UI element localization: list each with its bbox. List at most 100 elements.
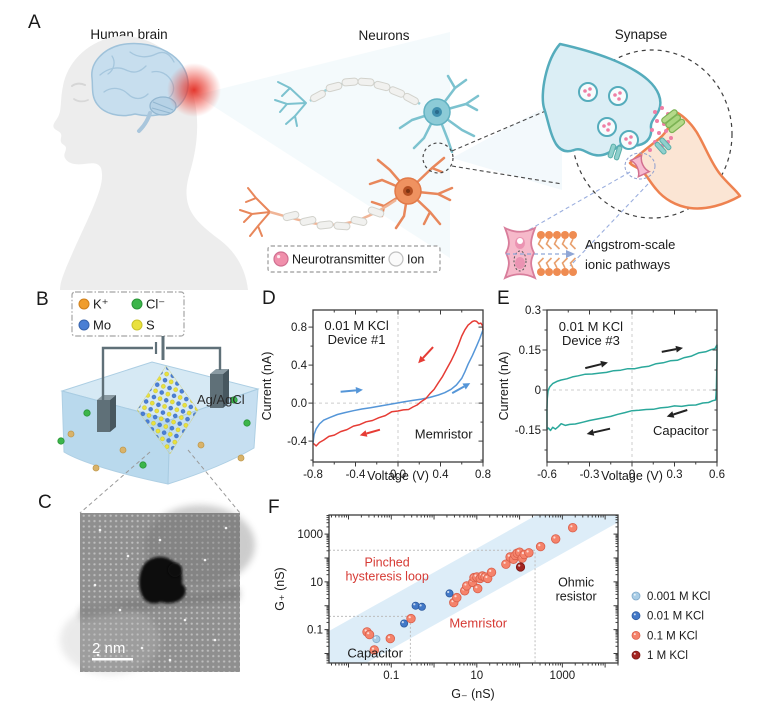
- title-neurons: Neurons: [358, 28, 409, 43]
- synapse-illustration: [526, 42, 742, 267]
- x-tick-label: 0.8: [475, 469, 491, 481]
- axis-ticks: [308, 310, 484, 467]
- receptor-channel-green: [661, 109, 686, 134]
- blue-axon-myelin: [310, 77, 419, 106]
- orange-axon-myelin: [282, 206, 385, 231]
- zoom-connector-lines: [451, 103, 563, 185]
- legend-label: 0.001 M KCl: [647, 591, 710, 603]
- x-axis-label: Voltage (V): [601, 469, 663, 483]
- axis-ticks: [542, 309, 718, 467]
- human-head-illustration: [53, 35, 249, 291]
- panelB-legend: K⁺ Cl⁻ Mo S: [71, 291, 185, 337]
- device-schematic: Ag/AgCl: [57, 336, 260, 514]
- annotation-line1: Angstrom-scale: [585, 237, 675, 252]
- mo-atom-dot: [78, 319, 90, 331]
- chart-annotation: Capacitor: [653, 423, 709, 438]
- liquid-cell-right: [167, 388, 259, 485]
- scale-bar: [92, 658, 133, 661]
- series-cv-loop: [546, 344, 718, 432]
- y-axis-label: Current (nA): [260, 352, 274, 421]
- pathway-arrow-head: [566, 250, 575, 258]
- x-tick-label: -0.6: [537, 469, 557, 481]
- x-tick-label: 1000: [550, 670, 576, 682]
- legend-label: 1 M KCl: [647, 650, 688, 662]
- electrode-label: Ag/AgCl: [197, 392, 245, 407]
- panel-label-a: A: [28, 12, 41, 33]
- closed-eye: [73, 98, 89, 103]
- x-tick-label: -0.8: [303, 469, 323, 481]
- x-tick-label: 0.1: [383, 670, 399, 682]
- nanopore-lobe: [168, 563, 182, 577]
- ion-channel-teal-1: [607, 143, 623, 161]
- chart-annotation: Device #3: [562, 333, 620, 348]
- capacitor-iv-chart: -0.6 -0.3 0 0.3 0.6 0.3 0.15 0 -0.15 Voltage (V) C…: [497, 305, 725, 483]
- axis-ticks: [324, 515, 619, 668]
- neurons-illustration: [239, 74, 563, 237]
- points-1 M KCl: [515, 562, 526, 572]
- synaptic-vesicles: [578, 82, 639, 150]
- series-forward-sweep: [312, 329, 484, 444]
- y-tick-label: -0.4: [287, 436, 307, 448]
- chart-annotation: Device #1: [328, 332, 386, 347]
- orange-neuron-nucleolus: [406, 189, 410, 193]
- x-tick-label: -0.4: [346, 469, 366, 481]
- panelA-legend: Neurotransmitter Ion: [267, 245, 441, 273]
- zoom-circle-small: [422, 142, 454, 174]
- x-tick-label: 0.0: [390, 469, 406, 481]
- channel-zoom-lines: [526, 171, 649, 267]
- scale-bar-label: 2 nm: [92, 640, 125, 657]
- points-0.1 M KCl: [362, 523, 578, 655]
- neurotransmitter-dot: [273, 251, 289, 267]
- membrane-illustration: Angstrom-scale ionic pathways: [503, 226, 675, 280]
- tem-image: 2 nm: [60, 505, 255, 675]
- chart-chartE: -0.6 -0.3 0 0.3 0.6 0.3 0.15 0 -0.15 Voltage (V) C…: [497, 305, 725, 483]
- panel-label-f: F: [268, 497, 280, 518]
- s-atom-label: S: [146, 318, 155, 333]
- mo-atom-label: Mo: [93, 318, 111, 333]
- y-tick-label: 1000: [297, 529, 323, 541]
- neurotransmitter-label: Neurotransmitter: [292, 253, 385, 267]
- cl-ion-dot: [131, 298, 143, 310]
- annotation-line2: ionic pathways: [585, 257, 671, 272]
- x-axis-label: Voltage (V): [367, 469, 429, 483]
- chart-annotation: Capacitor: [347, 645, 403, 660]
- y-tick-label: 0.4: [291, 360, 308, 372]
- zoom-beam-synapse: [452, 98, 562, 190]
- chart-annotation: Pinched: [365, 555, 410, 569]
- dissolved-ions: [57, 396, 251, 472]
- x-tick-label: 0.6: [709, 469, 725, 481]
- zoom-lines-to-tem: [79, 449, 241, 514]
- y-tick-label: -0.15: [515, 425, 541, 437]
- circuit-wires: [101, 336, 222, 400]
- ion-channel-pink: [629, 153, 651, 179]
- ion-label: Ion: [407, 253, 424, 267]
- y-axis-label: Current (nA): [497, 352, 511, 421]
- chart-legend: 0.001 M KCl 0.01 M KCl 0.1 M KCl 1 M KCl: [631, 591, 710, 662]
- chart-annotation: 0.01 M KCl: [324, 318, 388, 333]
- panel-label-c: C: [38, 492, 52, 513]
- series-backward-sweep: [312, 320, 484, 447]
- legend-label: 0.1 M KCl: [647, 630, 698, 642]
- conductance-scatter-chart: 0.1 10 1000 0.1 10 1000 G₋ (nS) G₊ (nS) Pinchedh…: [273, 514, 710, 701]
- channel-zoom-circle: [624, 152, 656, 180]
- panel-label-d: D: [262, 288, 276, 309]
- y-axis-label: G₊ (nS): [273, 567, 287, 610]
- s-atom-dot: [131, 319, 143, 331]
- electrode-right: [210, 369, 229, 408]
- legend-label: 0.01 M KCl: [647, 611, 704, 623]
- x-tick-label: 0: [629, 469, 635, 481]
- presynaptic-terminal: [541, 42, 662, 157]
- chart-annotation: hysteresis loop: [345, 569, 428, 583]
- chart-annotation: Ohmic: [558, 575, 594, 589]
- y-tick-label: 0.3: [525, 305, 541, 317]
- membrane-protein: [503, 226, 537, 280]
- x-tick-label: 0.4: [433, 469, 450, 481]
- y-tick-label: 0.1: [307, 625, 323, 637]
- activity-glow: [167, 63, 221, 117]
- chart-annotation: 0.01 M KCl: [559, 319, 623, 334]
- k-ion-label: K⁺: [93, 297, 109, 312]
